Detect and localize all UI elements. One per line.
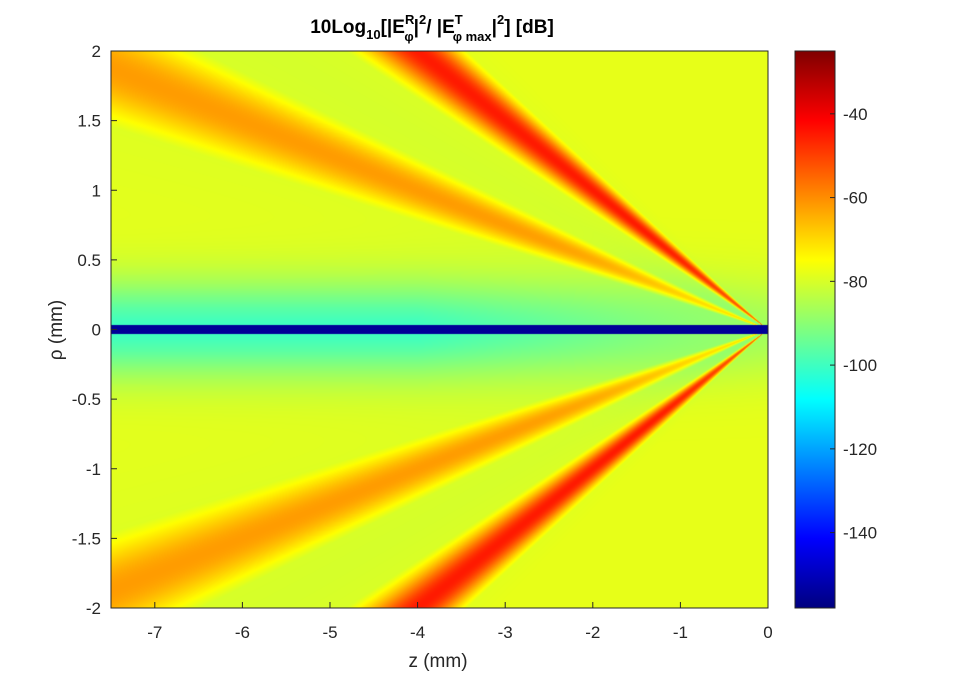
- title-close: ] [dB]: [504, 17, 554, 38]
- y-tick-label: 2: [92, 42, 101, 61]
- y-tick-label: 0: [92, 321, 101, 340]
- y-tick-label: 1: [92, 181, 101, 200]
- title-sub-phi: φ: [404, 29, 413, 44]
- y-tick-label: 1.5: [77, 112, 101, 131]
- y-tick-label: -1: [86, 460, 101, 479]
- x-tick-label: -5: [322, 623, 337, 642]
- y-tick-label: -0.5: [72, 390, 101, 409]
- title-end: |: [492, 17, 497, 38]
- x-tick-label: -4: [410, 623, 425, 642]
- colorbar-tick-label: -40: [843, 105, 868, 124]
- y-tick-label: -2: [86, 599, 101, 618]
- colorbar-frame: [794, 50, 836, 609]
- x-tick-label: -6: [235, 623, 250, 642]
- title-open: [|E: [381, 17, 405, 38]
- x-axis-label: z (mm): [408, 651, 467, 672]
- title-sup-t: T: [455, 12, 463, 27]
- title-prefix: 10Log: [310, 17, 366, 38]
- x-tick-label: -7: [147, 623, 162, 642]
- plot-axes: -7 -6 -5 -4 -3 -2 -1 0 2 1.5 1 0.5 0 -0.5 -1 -1.5 -2: [72, 42, 773, 642]
- title-slash: / |E: [426, 17, 455, 38]
- y-axis-label: ρ (mm): [46, 300, 67, 360]
- colorbar-tick-label: -120: [843, 440, 877, 459]
- x-tick-label: -2: [585, 623, 600, 642]
- colorbar-tick-label: -100: [843, 356, 877, 375]
- title-mid: |: [414, 17, 419, 38]
- x-tick-label: 0: [763, 623, 772, 642]
- y-tick-label: 0.5: [77, 251, 101, 270]
- chart-title: 10Log10[|ER φ|2/ |ET φ max|2] [dB]: [310, 12, 554, 44]
- colorbar-axes: -40 -60 -80 -100 -120 -140: [794, 50, 877, 609]
- x-tick-label: -3: [498, 623, 513, 642]
- colorbar-tick-label: -80: [843, 272, 868, 291]
- x-tick-label: -1: [673, 623, 688, 642]
- colorbar-tick-label: -140: [843, 524, 877, 543]
- title-sup-2b: 2: [497, 12, 504, 27]
- title-log-base: 10: [366, 27, 380, 42]
- y-tick-label: -1.5: [72, 529, 101, 548]
- title-sup-2a: 2: [419, 12, 426, 27]
- title-sub-phimax: φ max: [453, 29, 493, 44]
- colorbar-tick-label: -60: [843, 189, 868, 208]
- title-sup-r: R: [405, 12, 415, 27]
- heatmap-image: [111, 51, 768, 608]
- colorbar: [795, 51, 835, 608]
